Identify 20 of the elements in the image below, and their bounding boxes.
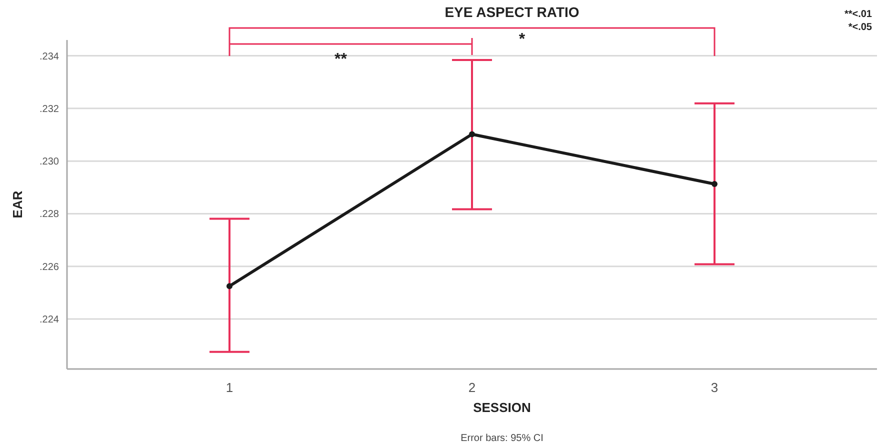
y-tick-label: .228 [40, 209, 60, 220]
text: *<.05 [848, 22, 872, 33]
x-tick-label: 2 [468, 380, 476, 395]
chart-title: EYE ASPECT RATIO [444, 4, 580, 20]
annotation: * [518, 31, 526, 48]
x-tick-label: 3 [710, 380, 718, 395]
y-tick-label: .232 [40, 104, 60, 115]
text: **<.01 [844, 9, 872, 20]
y-tick-label: .226 [40, 262, 60, 273]
text: Error bars: 95% CI [460, 433, 544, 444]
x-tick-label: 1 [226, 380, 234, 395]
y-tick-label: .224 [40, 314, 60, 326]
y-tick-label: .230 [40, 156, 60, 168]
point [226, 283, 232, 290]
y-tick-label: .234 [40, 51, 60, 62]
point [712, 180, 718, 187]
y-axis-title: EAR [10, 190, 25, 218]
x-axis-title: SESSION [473, 400, 531, 415]
annotation: ** [334, 51, 348, 68]
point [469, 131, 475, 138]
